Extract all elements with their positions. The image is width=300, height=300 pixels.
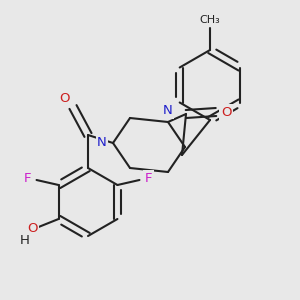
Text: O: O: [60, 92, 70, 106]
Text: N: N: [97, 136, 107, 149]
Text: N: N: [163, 104, 173, 118]
Text: O: O: [221, 106, 231, 118]
Text: F: F: [24, 172, 31, 184]
Text: CH₃: CH₃: [200, 15, 220, 25]
Text: O: O: [27, 223, 38, 236]
Text: F: F: [145, 172, 152, 184]
Text: H: H: [20, 235, 29, 248]
